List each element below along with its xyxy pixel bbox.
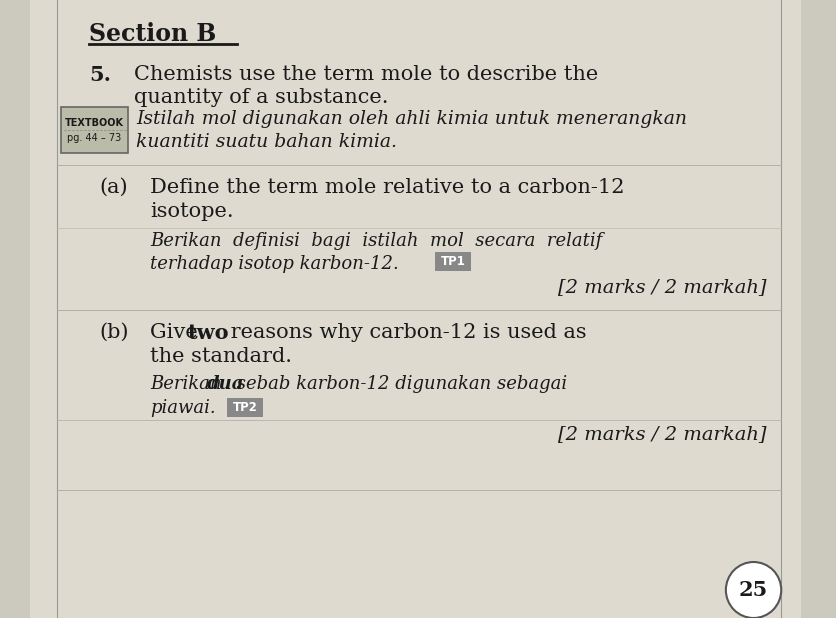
Text: reasons why carbon-12 is used as: reasons why carbon-12 is used as bbox=[224, 323, 586, 342]
Text: 25: 25 bbox=[738, 580, 767, 600]
Text: quantity of a substance.: quantity of a substance. bbox=[134, 88, 388, 107]
Text: sebab karbon-12 digunakan sebagai: sebab karbon-12 digunakan sebagai bbox=[231, 375, 567, 393]
Text: (a): (a) bbox=[99, 178, 127, 197]
Text: piawai.: piawai. bbox=[150, 399, 216, 417]
Text: TEXTBOOK: TEXTBOOK bbox=[64, 118, 123, 128]
Bar bbox=[61, 107, 127, 153]
Text: TP1: TP1 bbox=[440, 255, 465, 268]
Text: Section B: Section B bbox=[89, 22, 216, 46]
Text: 5.: 5. bbox=[89, 65, 111, 85]
Text: Chemists use the term mole to describe the: Chemists use the term mole to describe t… bbox=[134, 65, 597, 84]
Text: two: two bbox=[187, 323, 229, 343]
Text: Berikan  definisi  bagi  istilah  mol  secara  relatif: Berikan definisi bagi istilah mol secara… bbox=[150, 232, 602, 250]
Text: Give: Give bbox=[150, 323, 205, 342]
Circle shape bbox=[725, 562, 780, 618]
Text: dua: dua bbox=[206, 375, 244, 393]
Text: isotope.: isotope. bbox=[150, 202, 233, 221]
Text: pg. 44 – 73: pg. 44 – 73 bbox=[67, 133, 121, 143]
Text: the standard.: the standard. bbox=[150, 347, 292, 366]
Text: kuantiti suatu bahan kimia.: kuantiti suatu bahan kimia. bbox=[136, 133, 397, 151]
Text: [2 marks / 2 markah]: [2 marks / 2 markah] bbox=[558, 425, 766, 443]
Text: (b): (b) bbox=[99, 323, 128, 342]
Text: Define the term mole relative to a carbon-12: Define the term mole relative to a carbo… bbox=[150, 178, 624, 197]
Text: Berikan: Berikan bbox=[150, 375, 227, 393]
Text: TP2: TP2 bbox=[232, 401, 257, 414]
Text: Istilah mol digunakan oleh ahli kimia untuk menerangkan: Istilah mol digunakan oleh ahli kimia un… bbox=[136, 110, 686, 128]
Bar bbox=[435, 252, 470, 271]
Bar bbox=[227, 398, 263, 417]
Text: terhadap isotop karbon-12.: terhadap isotop karbon-12. bbox=[150, 255, 399, 273]
Text: [2 marks / 2 markah]: [2 marks / 2 markah] bbox=[558, 278, 766, 296]
